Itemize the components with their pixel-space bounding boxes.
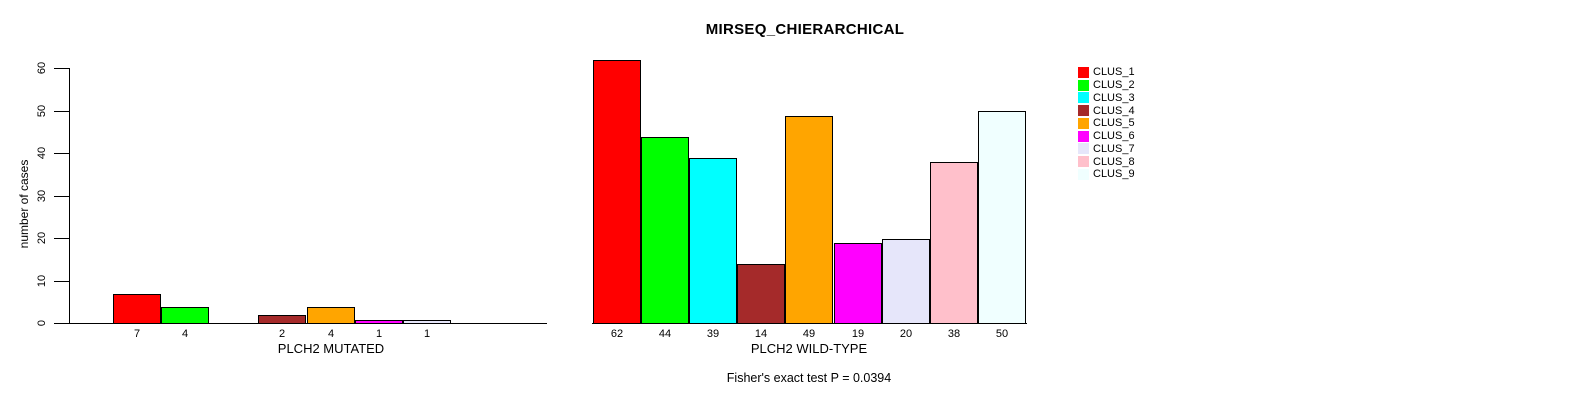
bar-clus_1 (593, 60, 641, 324)
legend-row-clus_7: CLUS_7 (1078, 143, 1135, 156)
legend-row-clus_8: CLUS_8 (1078, 155, 1135, 168)
legend-row-clus_9: CLUS_9 (1078, 168, 1135, 181)
bar-value-label: 49 (802, 328, 816, 340)
legend-swatch-clus_5 (1078, 117, 1089, 129)
bar-value-label: 50 (995, 328, 1009, 340)
bar-clus_6 (834, 243, 882, 324)
legend-label: CLUS_1 (1093, 66, 1135, 79)
legend-label: CLUS_6 (1093, 130, 1135, 143)
bar-clus_7 (882, 239, 930, 324)
bar-value-label: 14 (754, 328, 768, 340)
y-tick-label: 60 (36, 61, 48, 75)
legend-row-clus_1: CLUS_1 (1078, 66, 1135, 79)
bar-value-label: 39 (706, 328, 720, 340)
bar-clus_1 (113, 294, 161, 324)
bar-value-label: 7 (133, 328, 141, 340)
legend-swatch-clus_2 (1078, 79, 1089, 91)
legend-swatch-clus_8 (1078, 156, 1089, 168)
bar-value-label: 19 (851, 328, 865, 340)
y-tick (54, 68, 69, 69)
legend-label: CLUS_5 (1093, 117, 1135, 130)
bar-value-label: 2 (278, 328, 286, 340)
bar-value-label: 38 (947, 328, 961, 340)
legend-swatch-clus_7 (1078, 143, 1089, 155)
bar-value-label: 4 (181, 328, 189, 340)
x-axis-title-mutated: PLCH2 MUTATED (277, 341, 385, 356)
x-axis-title-wildtype: PLCH2 WILD-TYPE (750, 341, 868, 356)
bar-value-label: 1 (375, 328, 383, 340)
legend-swatch-clus_4 (1078, 105, 1089, 117)
bar-clus_2 (161, 307, 209, 324)
y-tick (54, 323, 69, 324)
y-tick-label: 50 (36, 104, 48, 117)
cluster-legend: CLUS_1 CLUS_2 CLUS_3 CLUS_4 CLUS_5 CLUS_6 CLUS… (1078, 66, 1135, 181)
legend-swatch-clus_1 (1078, 66, 1089, 78)
bar-clus_5 (785, 116, 833, 324)
y-tick (54, 153, 69, 154)
y-tick-label: 20 (36, 231, 48, 245)
legend-row-clus_4: CLUS_4 (1078, 104, 1135, 117)
bar-clus_4 (737, 264, 785, 324)
bar-clus_9 (978, 111, 1026, 324)
legend-row-clus_6: CLUS_6 (1078, 130, 1135, 143)
legend-label: CLUS_7 (1093, 142, 1135, 155)
legend-label: CLUS_8 (1093, 155, 1135, 168)
legend-label: CLUS_3 (1093, 91, 1135, 104)
legend-label: CLUS_2 (1093, 79, 1135, 92)
legend-swatch-clus_3 (1078, 92, 1089, 104)
y-tick (54, 238, 69, 239)
bar-clus_4 (258, 315, 306, 324)
fisher-test-annotation: Fisher's exact test P = 0.0394 (726, 371, 892, 385)
y-tick-label: 30 (36, 189, 48, 202)
y-tick-label: 40 (36, 146, 48, 160)
y-tick (54, 110, 69, 112)
bar-clus_3 (689, 158, 737, 324)
chart-title: MIRSEQ_CHIERARCHICAL (705, 21, 905, 38)
legend-row-clus_2: CLUS_2 (1078, 79, 1135, 92)
legend-label: CLUS_9 (1093, 168, 1135, 181)
bar-value-label: 44 (658, 328, 672, 340)
bar-value-label: 20 (899, 328, 913, 340)
y-axis-title: number of cases (17, 159, 31, 249)
bar-value-label: 62 (610, 328, 624, 340)
legend-label: CLUS_4 (1093, 104, 1135, 117)
y-tick-label: 0 (36, 319, 48, 327)
legend-swatch-clus_6 (1078, 130, 1089, 142)
y-axis-line (69, 68, 70, 324)
legend-row-clus_5: CLUS_5 (1078, 117, 1135, 130)
bar-value-label: 4 (327, 328, 335, 340)
bar-clus_5 (307, 307, 355, 324)
y-tick (54, 280, 69, 282)
legend-swatch-clus_9 (1078, 168, 1089, 180)
bar-clus_2 (641, 137, 689, 324)
bar-clus_6 (355, 320, 403, 324)
bar-value-label: 1 (423, 328, 431, 340)
y-tick (54, 195, 69, 197)
legend-row-clus_3: CLUS_3 (1078, 92, 1135, 105)
y-tick-label: 10 (36, 274, 48, 287)
bar-clus_8 (930, 162, 978, 324)
bar-clus_7 (403, 320, 451, 324)
